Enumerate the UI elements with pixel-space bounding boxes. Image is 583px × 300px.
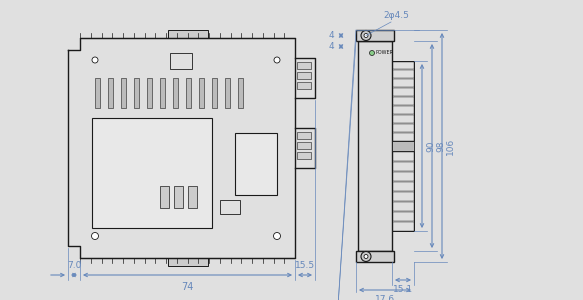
Text: 17.6: 17.6 [375,295,395,300]
Circle shape [393,163,399,169]
Circle shape [393,134,399,140]
Bar [170,53,192,69]
Bar [392,202,413,211]
Text: 4: 4 [328,31,334,40]
Bar [108,78,113,108]
Bar [92,118,212,228]
Bar [392,61,413,69]
Circle shape [364,34,368,38]
Bar [392,124,413,132]
Text: 90: 90 [426,140,435,152]
Bar [95,78,100,108]
Bar [392,133,413,140]
Bar [392,141,414,151]
Bar [220,200,240,214]
Bar [392,70,413,78]
Bar [392,221,413,230]
Bar [297,72,311,79]
Text: 98: 98 [436,140,445,152]
Bar [134,78,139,108]
Bar [225,78,230,108]
Bar [121,78,126,108]
Bar [297,82,311,89]
Bar [297,132,311,139]
Bar [356,30,394,41]
Text: 106: 106 [446,137,455,154]
Circle shape [393,125,399,130]
Bar [188,186,197,208]
Bar [160,186,169,208]
Circle shape [393,213,399,219]
Bar [392,88,413,96]
Text: 4: 4 [328,42,334,51]
Bar [392,182,413,190]
Bar [392,172,413,181]
Circle shape [393,223,399,229]
Bar [297,152,311,159]
Bar [235,133,277,195]
Bar [392,161,413,170]
Bar [392,79,413,87]
Circle shape [273,232,280,239]
Bar [358,41,392,251]
Circle shape [92,57,98,63]
Circle shape [361,251,371,262]
Circle shape [393,116,399,122]
Bar [392,212,413,220]
Bar [392,61,414,141]
Bar [356,251,394,262]
Bar [173,78,178,108]
Text: 15.1: 15.1 [393,285,413,294]
Bar [392,106,413,114]
Circle shape [393,80,399,86]
Circle shape [393,193,399,199]
Bar [297,142,311,149]
Bar [160,78,165,108]
Bar [167,258,208,266]
Circle shape [393,71,399,77]
Circle shape [370,50,374,56]
Bar [212,78,217,108]
Circle shape [393,203,399,209]
Bar [392,97,413,105]
Circle shape [274,57,280,63]
Circle shape [393,153,399,159]
Bar [174,186,183,208]
Bar [297,62,311,69]
Text: 74: 74 [181,282,194,292]
Bar [167,30,208,38]
Bar [199,78,204,108]
Circle shape [393,63,399,68]
Circle shape [393,173,399,179]
Bar [392,152,413,160]
Bar [392,151,414,231]
Bar [147,78,152,108]
Circle shape [361,31,371,40]
Bar [392,191,413,200]
Text: 7.0: 7.0 [67,261,81,270]
Bar [186,78,191,108]
Text: POWER: POWER [376,50,394,56]
Bar [238,78,243,108]
Bar [392,115,413,123]
Circle shape [393,107,399,113]
Text: 2φ4.5: 2φ4.5 [383,11,409,20]
Circle shape [92,232,99,239]
Circle shape [393,89,399,95]
Text: 15.5: 15.5 [295,261,315,270]
Circle shape [364,254,368,259]
Circle shape [393,183,399,189]
Circle shape [393,98,399,104]
